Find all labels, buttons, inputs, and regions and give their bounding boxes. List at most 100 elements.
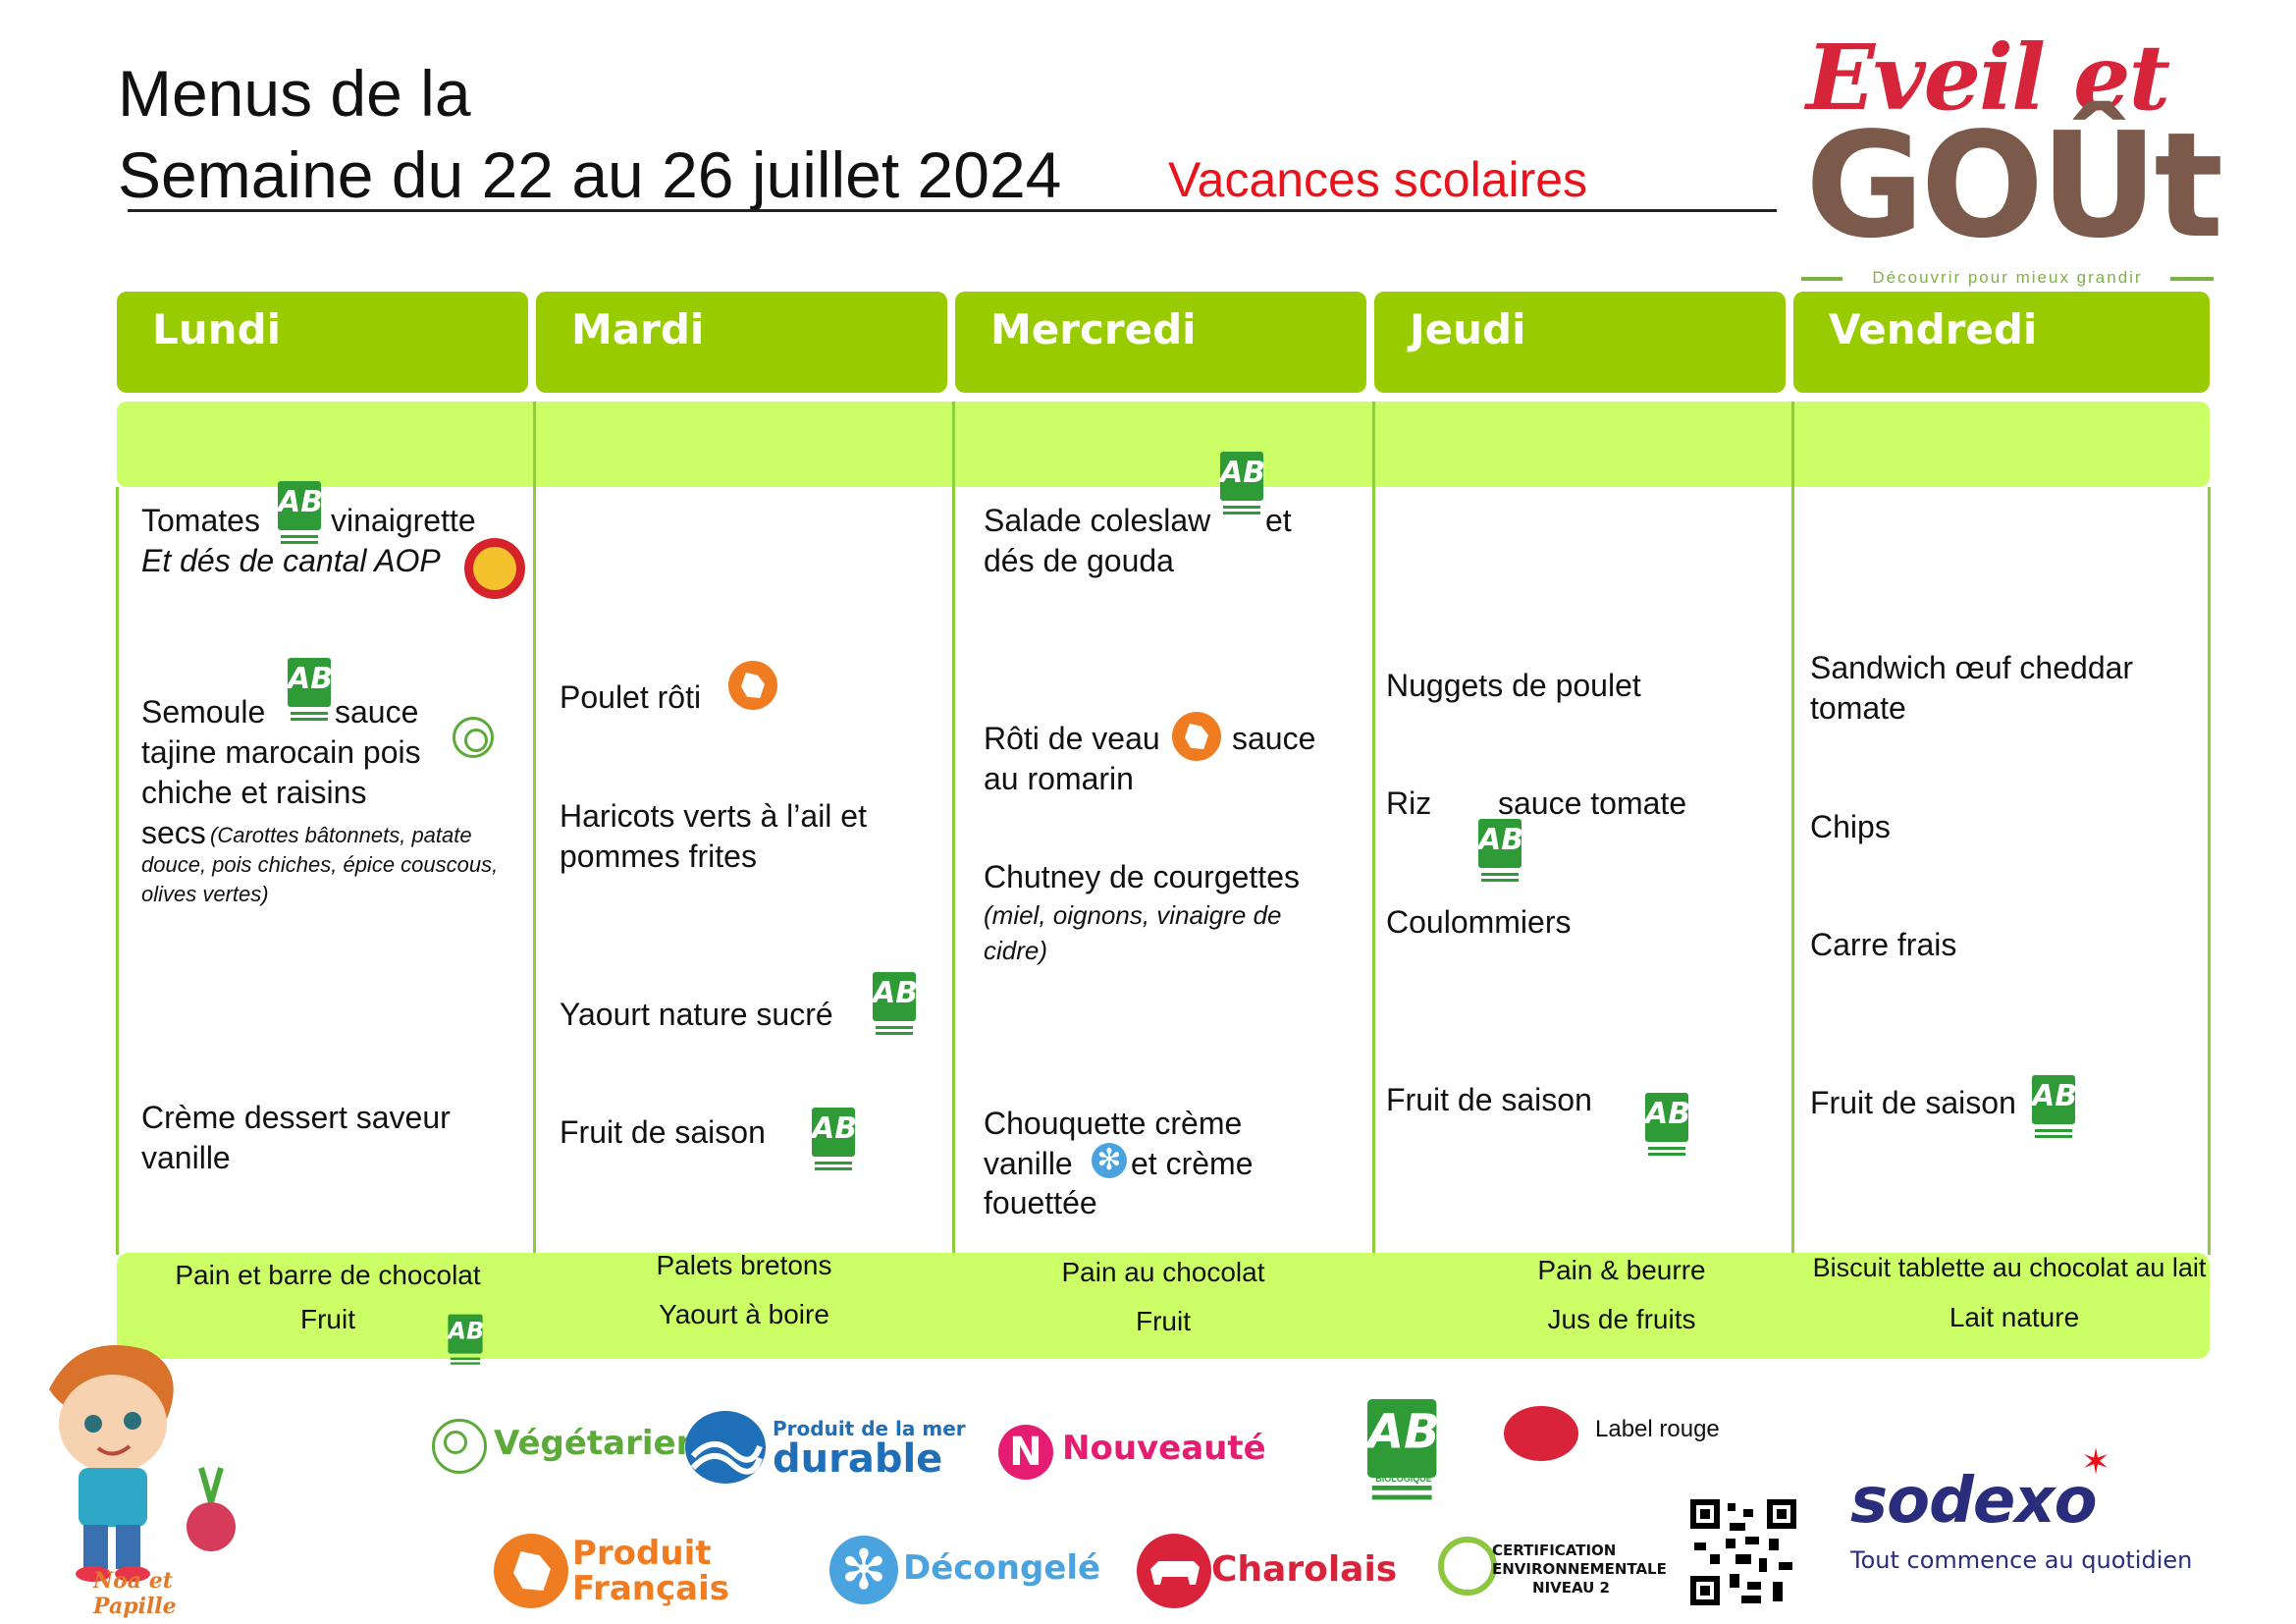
column-divider	[1791, 402, 1794, 1329]
bio-caption: AGRICULTURE BIOLOGIQUE	[1371, 1463, 1436, 1484]
mercredi-main-3: au romarin	[984, 761, 1134, 796]
jeudi-side-1: Riz	[1386, 785, 1432, 821]
mercredi-starter-3: dés de gouda	[984, 543, 1174, 578]
lundi-main-1: Semoule	[141, 694, 266, 730]
lundi-main-5: secs	[141, 815, 206, 850]
day-label: Jeudi	[1410, 305, 1526, 353]
lundi-starter-2: vinaigrette	[331, 503, 476, 538]
jeudi-dessert: Fruit de saison	[1386, 1082, 1592, 1117]
column-divider	[533, 402, 536, 1329]
mercredi-side-detail: (miel, oignons, vinaigre de cidre)	[984, 900, 1282, 965]
nouveaute-icon: N	[998, 1425, 1053, 1480]
day-header-mardi: Mardi	[536, 292, 947, 393]
produit-francais-icon	[1172, 712, 1221, 761]
lundi-main-detail: (Carottes bâtonnets, patate douce, pois …	[141, 823, 499, 906]
gouter-vendredi-2: Lait nature	[1949, 1302, 2080, 1332]
legend-nouveaute: Nouveauté	[1062, 1429, 1266, 1468]
day-header-vendredi: Vendredi	[1793, 292, 2210, 393]
mardi-dessert: Fruit de saison	[560, 1114, 766, 1150]
bio-ab-icon: AB	[1478, 819, 1523, 884]
day-header-mercredi: Mercredi	[955, 292, 1366, 393]
column-divider	[952, 402, 955, 1329]
mercredi-side: Chutney de courgettes	[984, 859, 1300, 894]
lundi-starter-3: Et dés de cantal AOP	[141, 543, 441, 578]
bio-ab-icon: AB	[278, 481, 323, 546]
mardi-dairy: Yaourt nature sucré	[560, 997, 833, 1032]
day-label: Vendredi	[1829, 305, 2038, 353]
sodexo-logo: sodexo	[1850, 1465, 2098, 1538]
produit-mer-durable-icon	[685, 1411, 766, 1484]
vegetarien-icon	[432, 1419, 487, 1474]
mardi-side: Haricots verts à l’ail et pommes frites	[560, 798, 867, 874]
qr-code[interactable]	[1690, 1499, 1796, 1605]
day-label: Mardi	[571, 305, 705, 353]
lundi-main-3: tajine marocain pois	[141, 734, 421, 770]
gouter-jeudi-1: Pain & beurre	[1537, 1255, 1706, 1285]
produit-francais-icon	[728, 661, 777, 710]
mascot-illustration: Noa et Papille	[10, 1330, 255, 1619]
lundi-main-2: sauce	[335, 694, 419, 730]
legend-produit-francais: Produit Français	[572, 1534, 729, 1608]
starter-band	[117, 402, 2210, 487]
bio-ab-icon: AB	[448, 1314, 484, 1367]
vendredi-cheese: Carre frais	[1810, 927, 1957, 962]
lundi-starter-1: Tomates	[141, 503, 260, 538]
bio-ab-icon: AB	[1367, 1399, 1440, 1503]
mardi-main: Poulet rôti	[560, 679, 702, 715]
label-rouge-icon	[1504, 1406, 1578, 1461]
produit-francais-icon	[494, 1534, 568, 1608]
gouter-mercredi-1: Pain au chocolat	[1061, 1257, 1265, 1287]
decongele-icon: ✻	[829, 1536, 898, 1604]
column-divider	[1372, 402, 1375, 1329]
bio-ab-icon: AB	[2032, 1075, 2077, 1140]
legend-charolais: Charolais	[1211, 1549, 1398, 1590]
decongele-icon: ✻	[1092, 1143, 1127, 1178]
legend-vegetarien: Végétarien	[494, 1424, 700, 1463]
sodexo-tagline: Tout commence au quotidien	[1850, 1546, 2193, 1574]
logo-eveil-text: Eveil et	[1806, 25, 2170, 131]
logo-gout-text: GOÛt	[1805, 101, 2223, 270]
mercredi-dessert-4: fouettée	[984, 1185, 1097, 1220]
jeudi-side-2: sauce tomate	[1498, 785, 1687, 821]
vendredi-side: Chips	[1810, 809, 1891, 844]
gouter-mardi-1: Palets bretons	[656, 1250, 832, 1280]
jeudi-main: Nuggets de poulet	[1386, 668, 1641, 703]
bio-ab-icon: AB	[812, 1108, 857, 1172]
gouter-lundi-1: Pain et barre de chocolat	[175, 1260, 481, 1290]
lundi-dessert: Crème dessert saveur vanille	[141, 1100, 451, 1175]
mercredi-main-2: sauce	[1232, 721, 1316, 756]
bio-ab-icon: AB	[873, 972, 918, 1037]
gouter-lundi-2: Fruit	[300, 1304, 355, 1334]
legend-mer-2: durable	[773, 1436, 943, 1482]
mercredi-dessert-2: vanille	[984, 1146, 1073, 1181]
gouter-mardi-2: Yaourt à boire	[659, 1299, 829, 1329]
vendredi-dessert: Fruit de saison	[1810, 1085, 2016, 1120]
sodexo-star-icon: ✶	[2081, 1441, 2111, 1482]
logo-tagline: Découvrir pour mieux grandir	[1872, 268, 2143, 287]
mercredi-main-1: Rôti de veau	[984, 721, 1160, 756]
day-header-jeudi: Jeudi	[1374, 292, 1786, 393]
vegetarian-icon	[453, 717, 494, 758]
mercredi-dessert-1: Chouquette crème	[984, 1106, 1243, 1141]
mercredi-starter-2: et	[1265, 503, 1292, 538]
gouter-jeudi-2: Jus de fruits	[1547, 1304, 1696, 1334]
column-divider	[116, 487, 119, 1255]
charolais-icon	[1137, 1534, 1211, 1608]
title-line-2: Semaine du 22 au 26 juillet 2024	[118, 138, 1062, 211]
subtitle: Vacances scolaires	[1168, 152, 1588, 207]
gouter-mercredi-2: Fruit	[1136, 1306, 1191, 1336]
bio-ab-icon: AB	[1220, 452, 1265, 516]
legend-mer-1: Produit de la mer	[773, 1417, 966, 1440]
gouter-vendredi-1: Biscuit tablette au chocolat au lait	[1812, 1253, 2207, 1282]
lundi-main-4: chiche et raisins	[141, 775, 367, 810]
certification-env-icon	[1438, 1537, 1497, 1596]
legend-certification: CERTIFICATION ENVIRONNEMENTALE NIVEAU 2	[1492, 1542, 1667, 1597]
column-divider	[2208, 487, 2211, 1255]
bio-ab-icon: AB	[1645, 1093, 1690, 1158]
day-header-lundi: Lundi	[117, 292, 528, 393]
eveil-et-gout-logo: Eveil et GOÛt Découvrir pour mieux grand…	[1801, 20, 2223, 290]
bio-ab-icon: AB	[288, 658, 333, 723]
title-line-1: Menus de la	[118, 57, 471, 130]
legend-label-rouge: Label rouge	[1595, 1416, 1720, 1442]
vendredi-main: Sandwich œuf cheddar tomate	[1810, 650, 2134, 726]
